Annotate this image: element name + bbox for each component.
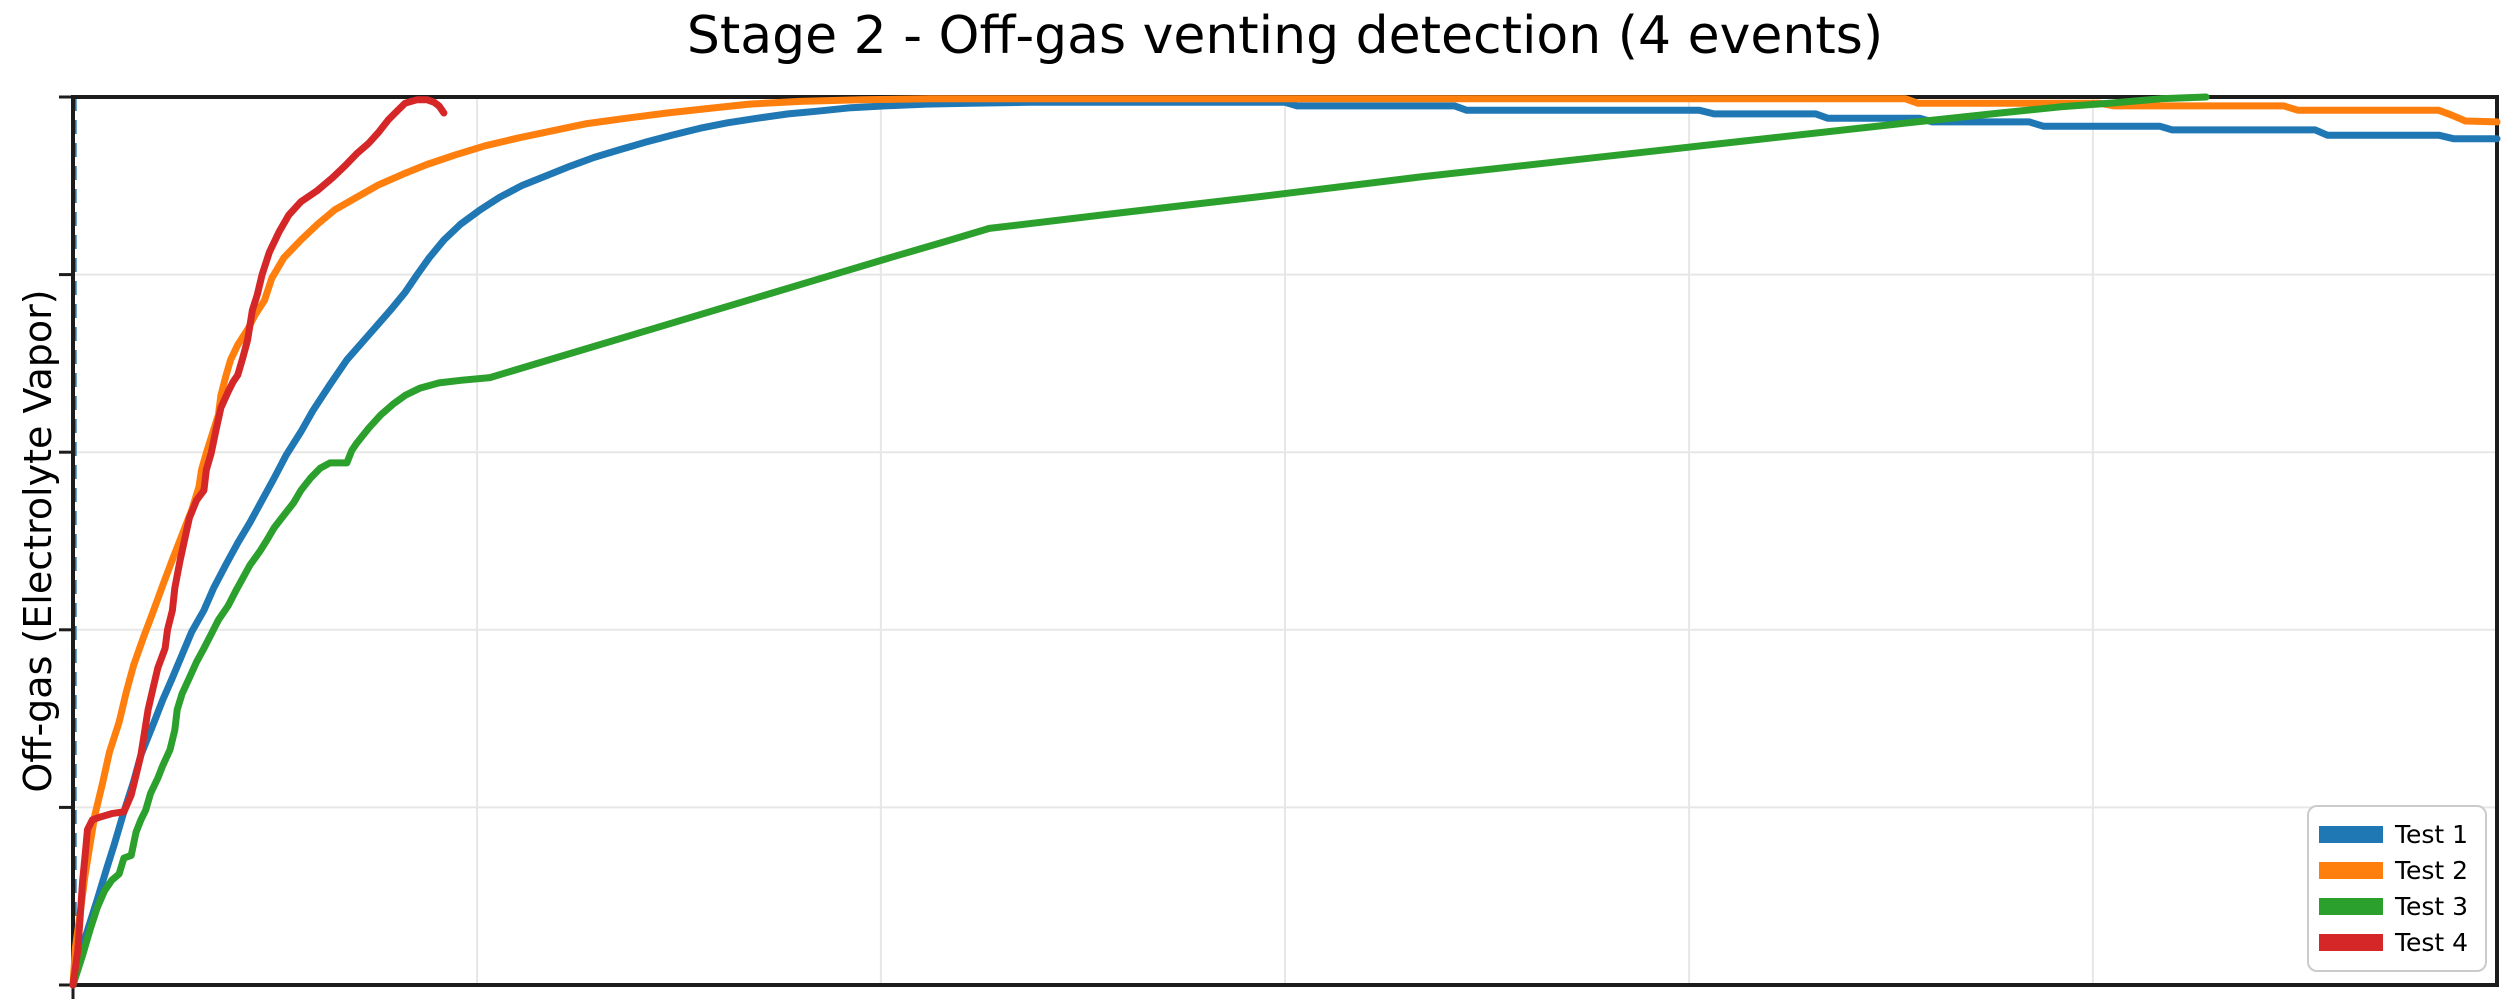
legend-item: Test 4 bbox=[2319, 930, 2475, 955]
legend-swatch-2 bbox=[2319, 898, 2383, 915]
legend-swatch-3 bbox=[2319, 934, 2383, 951]
legend-label: Test 3 bbox=[2395, 892, 2469, 921]
legend-label: Test 1 bbox=[2395, 820, 2469, 849]
legend-swatch-0 bbox=[2319, 826, 2383, 843]
legend-label: Test 4 bbox=[2395, 928, 2469, 957]
legend-item: Test 3 bbox=[2319, 894, 2475, 919]
legend-label: Test 2 bbox=[2395, 856, 2469, 885]
legend-swatch-1 bbox=[2319, 862, 2383, 879]
legend: Test 1 Test 2 Test 3 Test 4 bbox=[2307, 805, 2487, 972]
chart-title: Stage 2 - Off-gas venting detection (4 e… bbox=[686, 6, 1884, 66]
legend-item: Test 1 bbox=[2319, 822, 2475, 847]
legend-item: Test 2 bbox=[2319, 858, 2475, 883]
